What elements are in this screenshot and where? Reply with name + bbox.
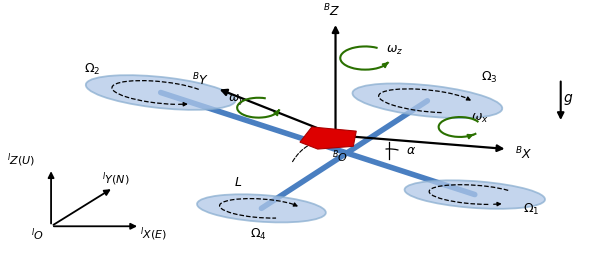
Text: $^IO$: $^IO$	[31, 226, 44, 243]
Text: $^IZ(U)$: $^IZ(U)$	[7, 151, 36, 169]
Text: $g$: $g$	[563, 92, 574, 107]
Text: $\Omega_2$: $\Omega_2$	[84, 61, 101, 77]
Text: $\Omega_1$: $\Omega_1$	[523, 202, 539, 217]
Text: $\Omega_3$: $\Omega_3$	[481, 70, 498, 85]
Polygon shape	[300, 127, 356, 149]
Text: $\omega_z$: $\omega_z$	[386, 44, 403, 57]
Text: $^BO$: $^BO$	[332, 148, 348, 165]
Ellipse shape	[405, 180, 545, 209]
Text: $\omega_x$: $\omega_x$	[470, 112, 488, 125]
Text: $^IX(E)$: $^IX(E)$	[140, 225, 167, 242]
Text: $\Omega_4$: $\Omega_4$	[250, 227, 267, 242]
Text: $^BY$: $^BY$	[192, 72, 209, 88]
Text: $\alpha$: $\alpha$	[406, 145, 416, 158]
Text: $\omega_y$: $\omega_y$	[228, 93, 245, 108]
Ellipse shape	[352, 83, 503, 118]
Ellipse shape	[86, 75, 236, 110]
Text: $^IY(N)$: $^IY(N)$	[102, 171, 130, 188]
Text: $L$: $L$	[233, 176, 242, 189]
Text: $^BX$: $^BX$	[515, 145, 532, 162]
Text: $^BZ$: $^BZ$	[323, 3, 340, 19]
Ellipse shape	[197, 194, 326, 222]
